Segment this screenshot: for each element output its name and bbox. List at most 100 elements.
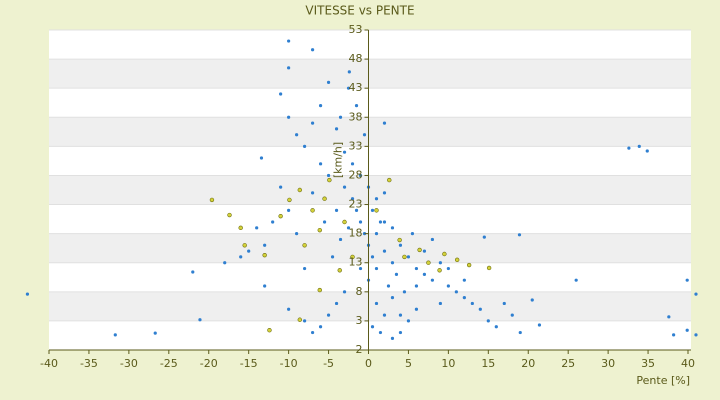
grid-band (49, 233, 691, 263)
point (394, 272, 399, 276)
point (271, 220, 275, 224)
x-tick-label: 15 (481, 357, 495, 370)
point (517, 233, 522, 237)
point (482, 235, 486, 239)
point (318, 325, 323, 329)
point (694, 292, 698, 296)
point (406, 319, 411, 323)
points (25, 39, 698, 340)
point (358, 266, 363, 271)
point (287, 197, 292, 203)
point (382, 313, 387, 317)
point (191, 270, 195, 274)
x-tick-label: -15 (240, 357, 258, 370)
point (430, 237, 434, 242)
point (362, 133, 367, 137)
point (442, 251, 447, 257)
chart-title: VITESSE vs PENTE (305, 4, 414, 18)
point (346, 86, 351, 90)
point (303, 266, 307, 271)
point (302, 243, 307, 248)
point (414, 307, 419, 311)
point (478, 307, 482, 311)
point (574, 278, 578, 282)
point (645, 149, 649, 153)
point (287, 39, 291, 43)
point (694, 333, 698, 337)
x-tick-label: 10 (441, 357, 455, 370)
x-tick-label: -25 (160, 357, 178, 370)
point (327, 177, 332, 183)
x-tick-label: -20 (200, 357, 218, 370)
point (153, 331, 157, 335)
point (255, 226, 259, 230)
point (438, 261, 442, 265)
point (390, 336, 395, 340)
x-axis-label: Pente [%] (636, 374, 690, 387)
point (358, 173, 363, 178)
point (382, 121, 387, 125)
point (378, 220, 383, 224)
point (238, 225, 243, 231)
point (637, 144, 641, 148)
point (318, 104, 323, 108)
y-tick-label: 33 (349, 139, 363, 152)
point (334, 127, 339, 131)
point (354, 208, 359, 212)
point (247, 249, 251, 253)
point (398, 243, 403, 247)
point (466, 262, 472, 268)
point (402, 254, 407, 260)
point (350, 254, 355, 260)
point (262, 252, 267, 258)
point (414, 284, 419, 288)
point (462, 278, 466, 282)
point (322, 220, 327, 224)
point (410, 232, 415, 236)
x-tick-label: 35 (641, 357, 655, 370)
point (334, 301, 339, 306)
point (414, 266, 419, 271)
point (310, 191, 315, 195)
point (342, 219, 347, 225)
point (310, 208, 315, 213)
point (350, 162, 355, 166)
point (390, 226, 395, 230)
x-tick-label: -5 (323, 357, 334, 370)
point (317, 227, 322, 233)
point (330, 255, 335, 259)
point (322, 196, 327, 201)
point (378, 330, 383, 335)
point (627, 146, 631, 150)
point (374, 197, 379, 201)
point (317, 287, 322, 293)
point (470, 301, 474, 306)
point (417, 247, 422, 253)
point (267, 328, 272, 333)
point (462, 296, 466, 300)
axes: -40 -35 -30 -25 -20 -15 -10 -5 0 5 10 15 20 25 30 35 40 -… (40, 23, 695, 370)
x-tick-label: 40 (681, 357, 695, 370)
point (334, 208, 339, 212)
point (279, 92, 283, 96)
point (374, 208, 379, 213)
point (518, 330, 522, 335)
point (338, 237, 343, 242)
y-tick-label: 43 (349, 81, 363, 94)
point (386, 284, 391, 288)
point (422, 272, 427, 276)
point (390, 261, 395, 265)
y-tick-label: 48 (349, 52, 363, 65)
x-tick-label: -30 (120, 357, 138, 370)
point (342, 185, 347, 189)
grid-band (49, 175, 691, 205)
point (358, 220, 363, 224)
point (297, 187, 303, 193)
point (510, 313, 514, 317)
point (242, 243, 247, 248)
point (279, 185, 283, 189)
point (342, 290, 347, 294)
point (227, 212, 232, 218)
point (382, 249, 387, 253)
